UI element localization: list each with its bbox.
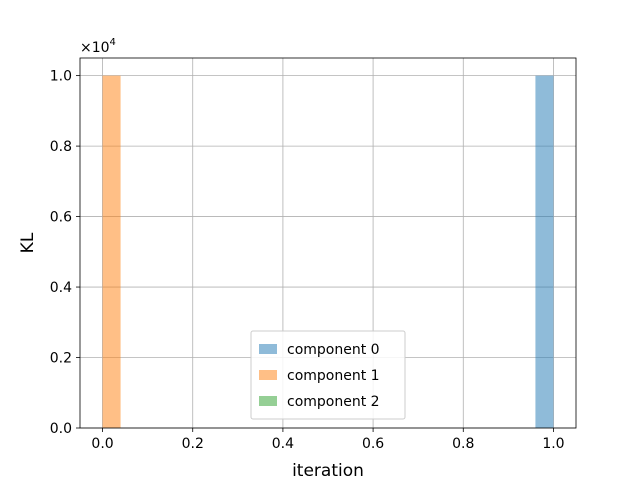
legend-label: component 2 [287, 394, 380, 410]
legend-label: component 1 [287, 368, 380, 384]
y-tick-label: 0.4 [50, 280, 72, 296]
legend-swatch [259, 344, 277, 354]
bar [102, 75, 121, 428]
x-axis-ticks: 0.0 0.2 0.4 0.6 0.8 1.0 [91, 428, 565, 452]
x-tick-label: 1.0 [542, 436, 564, 452]
legend-swatch [259, 370, 277, 380]
x-axis-label: iteration [292, 461, 364, 480]
y-tick-label: 1.0 [50, 69, 72, 85]
y-offset-base: ×10 [80, 40, 110, 56]
y-tick-label: 0.0 [50, 421, 72, 437]
legend-box [250, 330, 406, 420]
y-tick-label: 0.8 [50, 139, 72, 155]
x-tick-label: 0.0 [91, 436, 113, 452]
x-tick-label: 0.4 [272, 436, 294, 452]
y-tick-label: 0.6 [50, 210, 72, 226]
y-offset-exponent: 4 [110, 37, 116, 48]
y-axis-ticks: 0.0 0.2 0.4 0.6 0.8 1.0 [50, 69, 80, 437]
legend-swatch [259, 396, 277, 406]
y-offset-text: ×104 [80, 37, 116, 56]
bar [535, 75, 554, 428]
legend-label: component 0 [287, 342, 380, 358]
y-axis-label: KL [18, 232, 38, 253]
plot-frame [79, 57, 577, 429]
legend: component 0 component 1 component 2 [250, 330, 406, 420]
x-tick-label: 0.8 [452, 436, 474, 452]
x-tick-label: 0.6 [362, 436, 384, 452]
x-tick-label: 0.2 [182, 436, 204, 452]
bars [102, 75, 554, 428]
y-tick-label: 0.2 [50, 351, 72, 367]
